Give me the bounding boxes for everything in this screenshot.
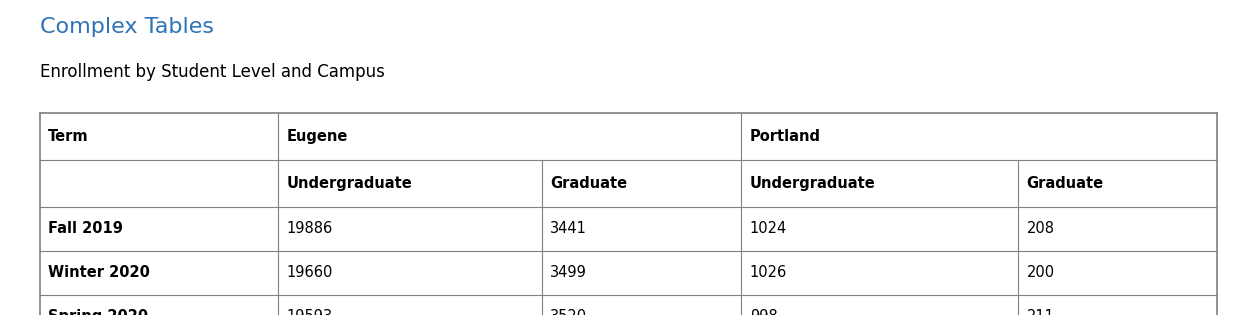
Text: 3441: 3441 [550,221,587,236]
Text: Undergraduate: Undergraduate [287,176,412,191]
Text: 208: 208 [1027,221,1054,236]
Text: 1024: 1024 [750,221,787,236]
Text: Graduate: Graduate [1027,176,1104,191]
Text: 19886: 19886 [287,221,332,236]
Text: 3520: 3520 [550,309,587,315]
Text: 3499: 3499 [550,265,587,280]
Text: Winter 2020: Winter 2020 [48,265,150,280]
Text: Undergraduate: Undergraduate [750,176,875,191]
Text: Complex Tables: Complex Tables [40,17,214,37]
Text: 200: 200 [1027,265,1054,280]
Text: 1026: 1026 [750,265,787,280]
Text: Spring 2020: Spring 2020 [48,309,148,315]
Text: 19660: 19660 [287,265,332,280]
Text: Fall 2019: Fall 2019 [48,221,124,236]
Text: 19593: 19593 [287,309,332,315]
Text: Eugene: Eugene [287,129,347,144]
Text: Portland: Portland [750,129,821,144]
Text: 211: 211 [1027,309,1054,315]
Text: Graduate: Graduate [550,176,628,191]
Text: 998: 998 [750,309,777,315]
Text: Term: Term [48,129,89,144]
Text: Enrollment by Student Level and Campus: Enrollment by Student Level and Campus [40,63,384,81]
